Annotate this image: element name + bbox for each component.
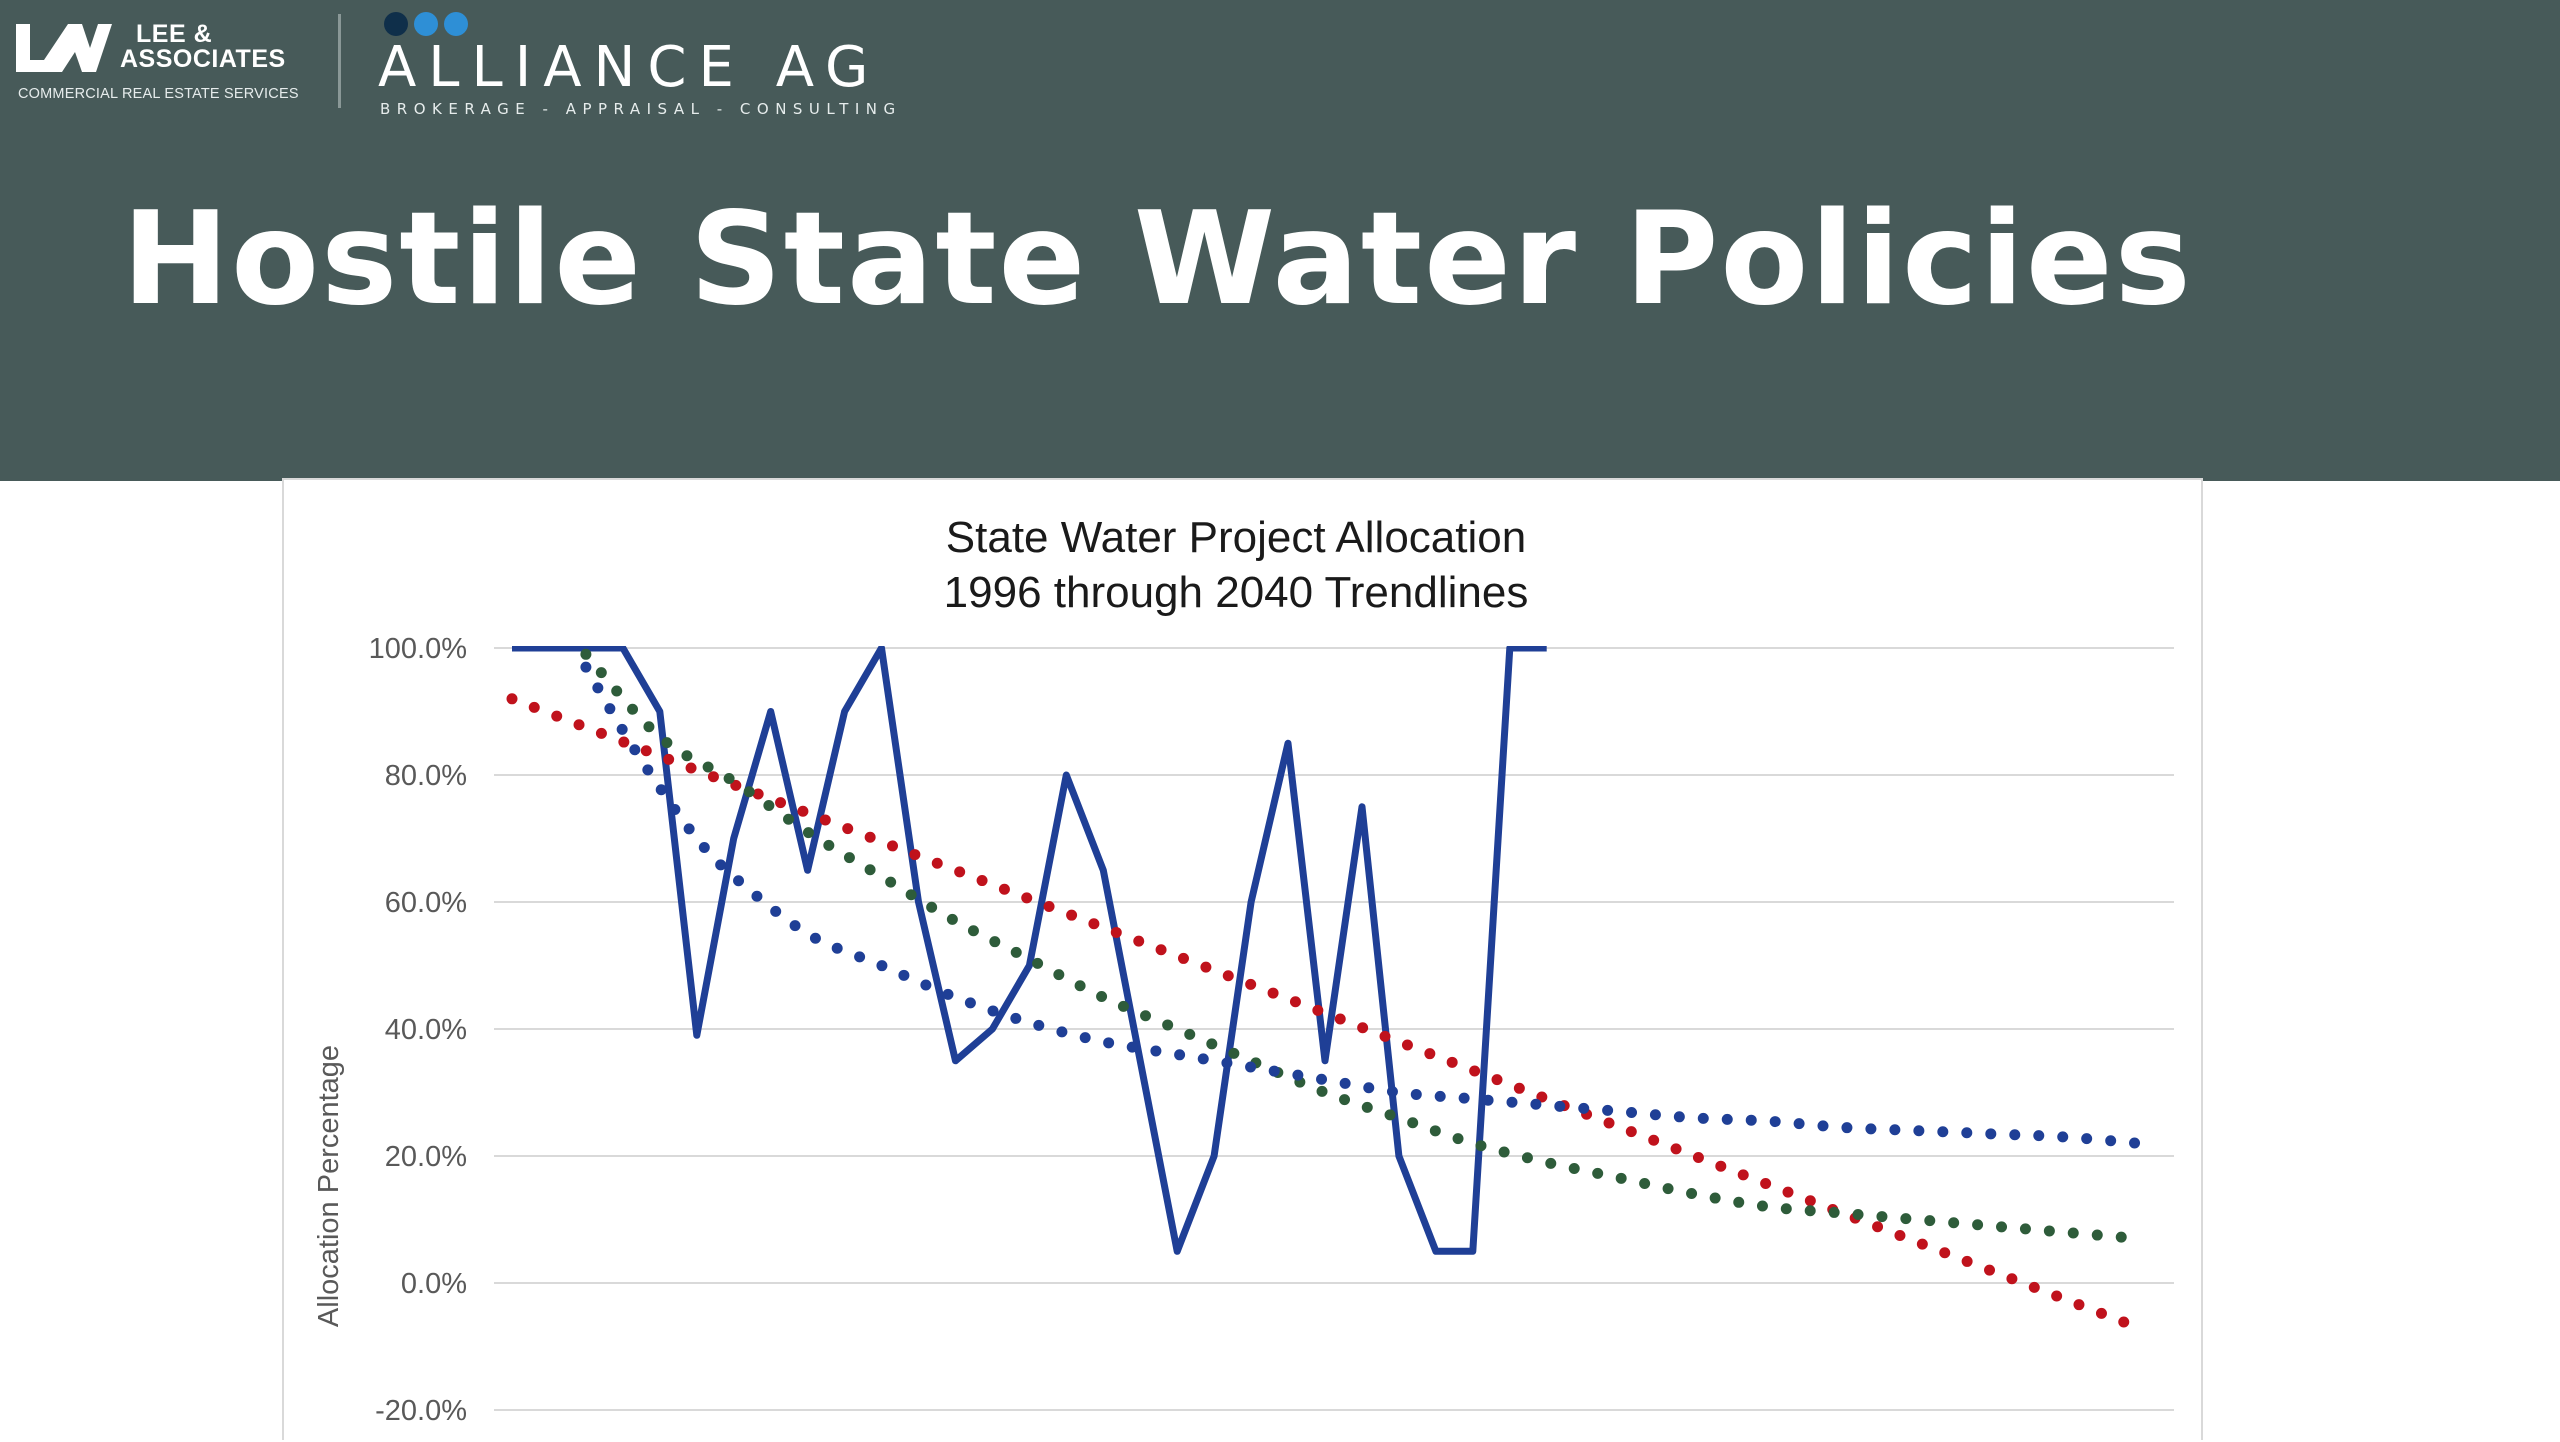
- lee-logo-line2: ASSOCIATES: [120, 45, 286, 73]
- series-line-allocation: [512, 646, 1547, 1255]
- alliance-dots-icon: [384, 12, 474, 40]
- alliance-logo-tagline: BROKERAGE - APPRAISAL - CONSULTING: [380, 100, 902, 118]
- y-tick-label: 80.0%: [385, 760, 467, 792]
- y-tick-label: -20.0%: [375, 1395, 467, 1427]
- alliance-ag-logo[interactable]: ALLIANCE AG BROKERAGE - APPRAISAL - CONS…: [378, 12, 898, 118]
- allocation-chart: State Water Project Allocation 1996 thro…: [313, 513, 2174, 1427]
- chart-title-line2: 1996 through 2040 Trendlines: [944, 568, 1529, 617]
- chart-panel: State Water Project Allocation 1996 thro…: [282, 478, 2203, 1440]
- chart-title-line1: State Water Project Allocation: [946, 513, 1526, 562]
- lee-logo-line1: LEE &: [136, 20, 213, 48]
- lee-associates-logo[interactable]: LEE & ASSOCIATES COMMERCIAL REAL ESTATE …: [16, 18, 306, 108]
- series-line-logarithmic-trend: [580, 661, 2144, 1149]
- alliance-dot: [384, 12, 408, 36]
- header-bar: LEE & ASSOCIATES COMMERCIAL REAL ESTATE …: [0, 0, 2560, 481]
- y-tick-label: 40.0%: [385, 1014, 467, 1046]
- logo-divider: [338, 14, 341, 108]
- page-title: Hostile State Water Policies: [122, 185, 2193, 334]
- series-line-polynomial-trend: [580, 648, 2144, 1245]
- y-tick-label: 0.0%: [401, 1268, 467, 1300]
- alliance-logo-name: ALLIANCE AG: [378, 35, 881, 100]
- y-tick-label: 100.0%: [369, 633, 467, 665]
- lee-monogram-icon: [16, 24, 112, 72]
- y-tick-label: 20.0%: [385, 1141, 467, 1173]
- y-axis-label: Allocation Percentage: [313, 1045, 345, 1327]
- alliance-dot: [444, 12, 468, 36]
- alliance-dot: [414, 12, 438, 36]
- lee-logo-name: LEE & ASSOCIATES: [120, 22, 286, 72]
- lee-logo-tagline: COMMERCIAL REAL ESTATE SERVICES: [18, 86, 299, 102]
- series-line-linear-trend: [506, 693, 2144, 1333]
- y-tick-label: 60.0%: [385, 887, 467, 919]
